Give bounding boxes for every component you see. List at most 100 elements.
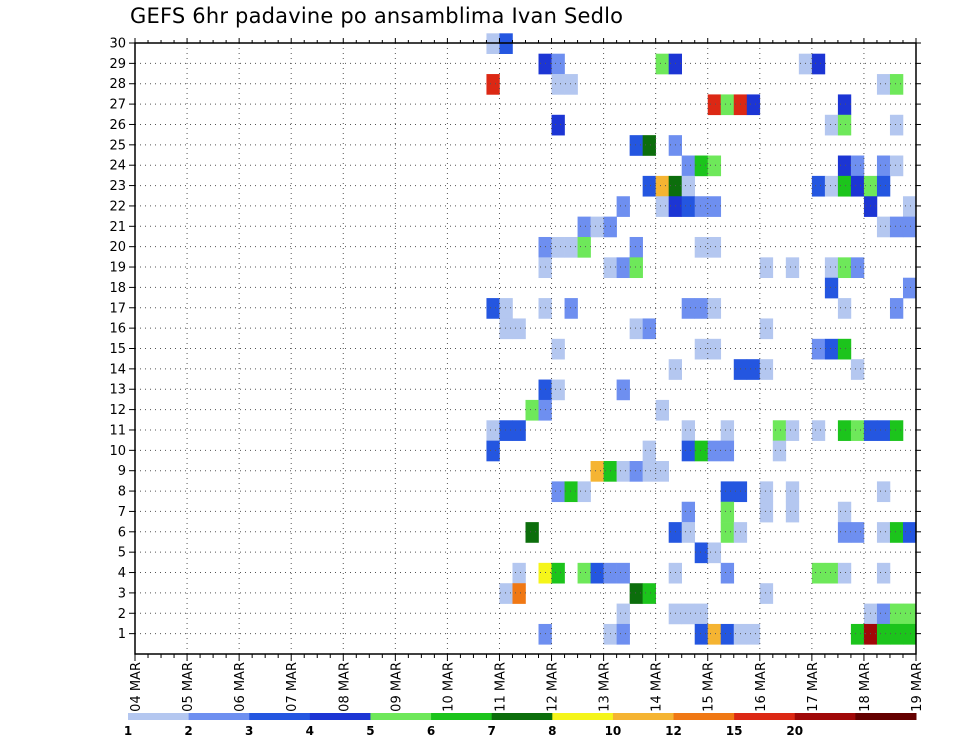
- y-tick-label: 16: [109, 322, 126, 337]
- heat-cell: [863, 420, 878, 441]
- heat-cell: [551, 53, 565, 75]
- heat-cell: [603, 461, 617, 482]
- heat-cell: [616, 461, 630, 482]
- heat-cell: [863, 603, 878, 625]
- heat-cell: [577, 481, 591, 503]
- heat-cell: [694, 236, 709, 258]
- heat-cell: [824, 175, 839, 197]
- heat-cell: [694, 196, 709, 217]
- heat-cell: [551, 481, 565, 503]
- y-tick-label: 5: [118, 546, 126, 561]
- heat-cell: [720, 623, 735, 645]
- x-tick-label: 05 MAR: [181, 662, 196, 712]
- heat-cell: [668, 196, 682, 217]
- heat-cell: [603, 623, 617, 645]
- x-tick-label: 07 MAR: [285, 662, 300, 712]
- heat-cell: [850, 257, 865, 279]
- heat-cell: [629, 135, 643, 156]
- heat-cell: [824, 562, 839, 584]
- colorbar-swatch: [734, 713, 796, 720]
- heat-cell: [655, 399, 669, 421]
- x-tick-label: 13 MAR: [598, 662, 613, 712]
- heat-cell: [499, 298, 513, 319]
- heat-cell: [681, 522, 696, 543]
- heat-cell: [629, 583, 643, 604]
- heat-cell: [876, 74, 891, 95]
- x-tick-label: 10 MAR: [441, 662, 456, 712]
- colorbar-swatch: [249, 713, 311, 720]
- heat-cell: [837, 501, 852, 523]
- heat-cell: [694, 298, 709, 319]
- heat-cell: [746, 359, 761, 380]
- heat-cell: [811, 562, 826, 584]
- x-tick-label: 15 MAR: [702, 662, 717, 712]
- heat-cell: [694, 542, 709, 564]
- x-tick-label: 12 MAR: [546, 662, 561, 712]
- heat-cell: [694, 603, 709, 625]
- heat-cell: [616, 603, 630, 625]
- heat-cell: [733, 359, 748, 380]
- y-tick-label: 26: [109, 118, 126, 133]
- x-tick-label: 04 MAR: [129, 662, 144, 712]
- heat-cell: [538, 257, 552, 279]
- heat-cell: [616, 379, 630, 401]
- y-tick-label: 20: [109, 240, 126, 255]
- y-tick-label: 23: [109, 179, 126, 194]
- heat-cell: [902, 522, 917, 543]
- heat-cell: [616, 562, 630, 584]
- heat-cell: [850, 175, 865, 197]
- colorbar-swatch: [673, 713, 735, 720]
- colorbar-label: 3: [245, 724, 253, 738]
- heat-cell: [655, 461, 669, 482]
- y-tick-label: 1: [118, 627, 126, 642]
- heat-cell: [564, 236, 578, 258]
- colorbar-label: 1: [124, 724, 132, 738]
- heat-cell: [876, 603, 891, 625]
- heat-cell: [785, 420, 800, 441]
- heat-cell: [707, 298, 722, 319]
- y-tick-label: 6: [118, 525, 126, 540]
- x-tick-label: 09 MAR: [389, 662, 404, 712]
- heat-cell: [655, 196, 669, 217]
- colorbar-label: 4: [306, 724, 314, 738]
- heat-cell: [538, 623, 552, 645]
- y-tick-label: 29: [109, 57, 126, 72]
- heat-cell: [512, 583, 526, 604]
- heat-cell: [629, 318, 643, 340]
- colorbar-label: 5: [366, 724, 374, 738]
- heat-cell: [889, 74, 904, 95]
- heat-cell: [759, 481, 774, 503]
- heat-cell: [837, 562, 852, 584]
- heat-cell: [668, 135, 682, 156]
- heat-cell: [616, 257, 630, 279]
- heat-cell: [720, 562, 735, 584]
- x-tick-label: 17 MAR: [806, 662, 821, 712]
- heat-cell: [824, 257, 839, 279]
- y-tick-label: 22: [109, 199, 126, 214]
- heat-cell: [590, 562, 604, 584]
- heat-cell: [564, 481, 578, 503]
- heat-cell: [538, 399, 552, 421]
- heat-cell: [876, 623, 891, 645]
- x-tick-label: 06 MAR: [233, 662, 248, 712]
- heat-cell: [837, 155, 852, 177]
- heat-cell: [811, 53, 826, 75]
- heat-cell: [616, 196, 630, 217]
- heat-cell: [746, 94, 761, 116]
- heat-cell: [629, 257, 643, 279]
- heat-cell: [499, 318, 513, 340]
- y-tick-label: 28: [109, 77, 126, 92]
- heat-cell: [720, 420, 735, 441]
- heat-cell: [668, 522, 682, 543]
- heat-cell: [811, 175, 826, 197]
- heat-cell: [733, 623, 748, 645]
- y-tick-label: 8: [118, 485, 126, 500]
- heat-cell: [590, 216, 604, 238]
- heat-cell: [486, 298, 500, 319]
- heat-cell: [889, 216, 904, 238]
- heat-cell: [538, 298, 552, 319]
- heat-cell: [499, 420, 513, 441]
- heat-cell: [707, 542, 722, 564]
